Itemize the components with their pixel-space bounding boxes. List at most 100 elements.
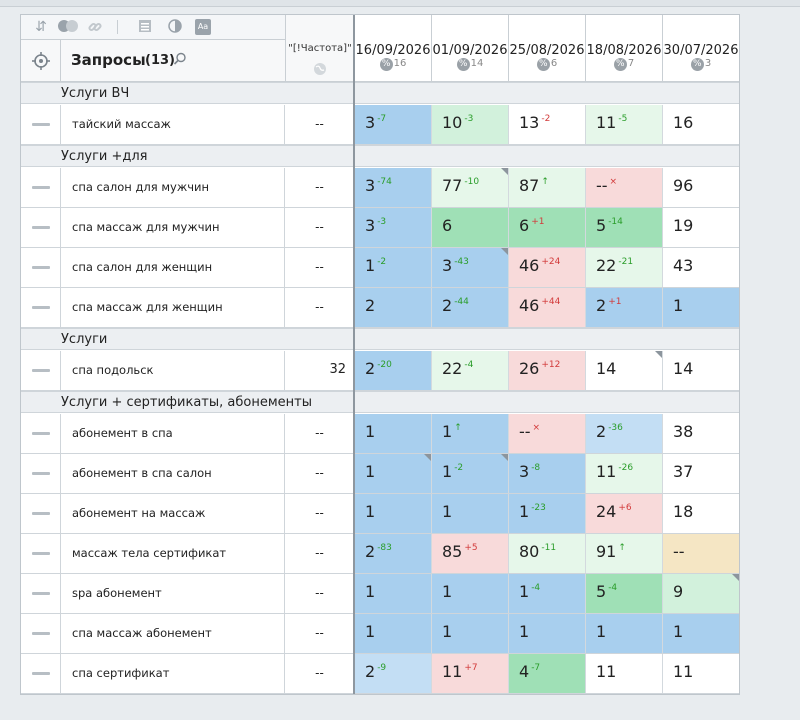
position-cell[interactable]: 2 -20 bbox=[354, 351, 431, 390]
row-handle[interactable] bbox=[21, 574, 61, 613]
position-cell[interactable]: 3 -7 bbox=[354, 105, 431, 144]
position-cell[interactable]: 1 bbox=[662, 288, 739, 327]
frequency-column-header[interactable]: "[!Частота]" bbox=[285, 15, 354, 81]
position-cell[interactable]: 3 -8 bbox=[508, 454, 585, 493]
position-cell[interactable]: 1 bbox=[354, 614, 431, 653]
position-cell[interactable]: 43 bbox=[662, 248, 739, 287]
position-cell[interactable]: 80 -11 bbox=[508, 534, 585, 573]
query-cell[interactable]: массаж тела сертификат bbox=[61, 534, 285, 573]
position-cell[interactable]: 11 -5 bbox=[585, 105, 662, 144]
position-cell[interactable]: 2 -36 bbox=[585, 414, 662, 453]
position-cell[interactable]: 85 +5 bbox=[431, 534, 508, 573]
position-cell[interactable]: 1 bbox=[508, 614, 585, 653]
position-cell[interactable]: -- bbox=[662, 534, 739, 573]
toggle-icon[interactable] bbox=[57, 19, 79, 35]
group-row[interactable]: Услуги ВЧ bbox=[21, 82, 739, 104]
row-handle[interactable] bbox=[21, 534, 61, 573]
position-cell[interactable]: 10 -3 bbox=[431, 105, 508, 144]
sort-icon[interactable]: ⇵ bbox=[35, 19, 47, 35]
position-cell[interactable]: -- × bbox=[508, 414, 585, 453]
table-row[interactable]: абонемент на массаж -- 1 1 1 -23 24 +6 18 bbox=[21, 494, 739, 534]
position-cell[interactable]: 1 bbox=[354, 454, 431, 493]
row-handle[interactable] bbox=[21, 248, 61, 287]
table-row[interactable]: спа массаж для мужчин -- 3 -3 6 6 +1 5 -14 19 bbox=[21, 208, 739, 248]
contrast-icon[interactable] bbox=[167, 19, 183, 35]
query-cell[interactable]: спа салон для женщин bbox=[61, 248, 285, 287]
query-cell[interactable]: спа сертификат bbox=[61, 654, 285, 693]
query-cell[interactable]: спа салон для мужчин bbox=[61, 168, 285, 207]
row-handle[interactable] bbox=[21, 208, 61, 247]
row-handle[interactable] bbox=[21, 168, 61, 207]
row-handle[interactable] bbox=[21, 654, 61, 693]
query-cell[interactable]: спа массаж для мужчин bbox=[61, 208, 285, 247]
position-cell[interactable]: 91 ↑ bbox=[585, 534, 662, 573]
position-cell[interactable]: 2 -83 bbox=[354, 534, 431, 573]
position-cell[interactable]: 96 bbox=[662, 168, 739, 207]
position-cell[interactable]: 2 -9 bbox=[354, 654, 431, 693]
position-cell[interactable]: 11 -26 bbox=[585, 454, 662, 493]
position-cell[interactable]: 5 -14 bbox=[585, 208, 662, 247]
table-row[interactable]: массаж тела сертификат -- 2 -83 85 +5 80 -11 91 ↑… bbox=[21, 534, 739, 574]
search-icon[interactable] bbox=[173, 52, 187, 66]
position-cell[interactable]: 11 bbox=[585, 654, 662, 693]
position-cell[interactable]: -- × bbox=[585, 168, 662, 207]
table-row[interactable]: спа массаж абонемент -- 1 1 1 1 1 bbox=[21, 614, 739, 654]
table-icon[interactable] bbox=[137, 19, 153, 35]
date-column-header[interactable]: 16/09/2026% 16 bbox=[354, 15, 431, 81]
date-column-header[interactable]: 30/07/2026% 3 bbox=[662, 15, 739, 81]
query-cell[interactable]: абонемент на массаж bbox=[61, 494, 285, 533]
position-cell[interactable]: 14 bbox=[585, 351, 662, 390]
select-all-cell[interactable] bbox=[21, 39, 61, 81]
query-cell[interactable]: спа подольск bbox=[61, 351, 285, 390]
percent-icon[interactable]: % bbox=[690, 58, 704, 71]
query-column-header[interactable]: Запросы (13) bbox=[61, 39, 285, 81]
position-cell[interactable]: 6 +1 bbox=[508, 208, 585, 247]
position-cell[interactable]: 46 +44 bbox=[508, 288, 585, 327]
position-cell[interactable]: 87 ↑ bbox=[508, 168, 585, 207]
query-cell[interactable]: спа массаж для женщин bbox=[61, 288, 285, 327]
position-cell[interactable]: 2 bbox=[354, 288, 431, 327]
position-cell[interactable]: 1 bbox=[431, 494, 508, 533]
position-cell[interactable]: 3 -74 bbox=[354, 168, 431, 207]
position-cell[interactable]: 16 bbox=[662, 105, 739, 144]
position-cell[interactable]: 4 -7 bbox=[508, 654, 585, 693]
position-cell[interactable]: 26 +12 bbox=[508, 351, 585, 390]
position-cell[interactable]: 3 -3 bbox=[354, 208, 431, 247]
row-handle[interactable] bbox=[21, 614, 61, 653]
position-cell[interactable]: 1 bbox=[354, 494, 431, 533]
row-handle[interactable] bbox=[21, 494, 61, 533]
position-cell[interactable]: 14 bbox=[662, 351, 739, 390]
position-cell[interactable]: 1 -2 bbox=[354, 248, 431, 287]
group-row[interactable]: Услуги +для bbox=[21, 145, 739, 167]
percent-icon[interactable]: % bbox=[536, 58, 550, 71]
position-cell[interactable]: 2 -44 bbox=[431, 288, 508, 327]
table-row[interactable]: спа подольск 32 2 -20 22 -4 26 +12 14 14 bbox=[21, 351, 739, 391]
position-cell[interactable]: 46 +24 bbox=[508, 248, 585, 287]
position-cell[interactable]: 2 +1 bbox=[585, 288, 662, 327]
query-cell[interactable]: тайский массаж bbox=[61, 105, 285, 144]
query-cell[interactable]: абонемент в спа bbox=[61, 414, 285, 453]
position-cell[interactable]: 1 ↑ bbox=[431, 414, 508, 453]
percent-icon[interactable]: % bbox=[613, 58, 627, 71]
position-cell[interactable]: 1 -4 bbox=[508, 574, 585, 613]
row-handle[interactable] bbox=[21, 454, 61, 493]
table-row[interactable]: тайский массаж -- 3 -7 10 -3 13 -2 11 -5 16 bbox=[21, 105, 739, 145]
percent-icon[interactable]: % bbox=[456, 58, 470, 71]
link-icon[interactable] bbox=[87, 19, 103, 35]
position-cell[interactable]: 1 bbox=[431, 614, 508, 653]
table-row[interactable]: spa абонемент -- 1 1 1 -4 5 -4 9 bbox=[21, 574, 739, 614]
date-column-header[interactable]: 18/08/2026% 7 bbox=[585, 15, 662, 81]
position-cell[interactable]: 77 -10 bbox=[431, 168, 508, 207]
position-cell[interactable]: 11 bbox=[662, 654, 739, 693]
position-cell[interactable]: 3 -43 bbox=[431, 248, 508, 287]
position-cell[interactable]: 11 +7 bbox=[431, 654, 508, 693]
group-row[interactable]: Услуги + сертификаты, абонементы bbox=[21, 391, 739, 413]
position-cell[interactable]: 13 -2 bbox=[508, 105, 585, 144]
percent-icon[interactable]: % bbox=[379, 58, 393, 71]
row-handle[interactable] bbox=[21, 288, 61, 327]
date-column-header[interactable]: 25/08/2026% 6 bbox=[508, 15, 585, 81]
position-cell[interactable]: 1 bbox=[431, 574, 508, 613]
position-cell[interactable]: 24 +6 bbox=[585, 494, 662, 533]
position-cell[interactable]: 1 bbox=[585, 614, 662, 653]
query-cell[interactable]: spa абонемент bbox=[61, 574, 285, 613]
